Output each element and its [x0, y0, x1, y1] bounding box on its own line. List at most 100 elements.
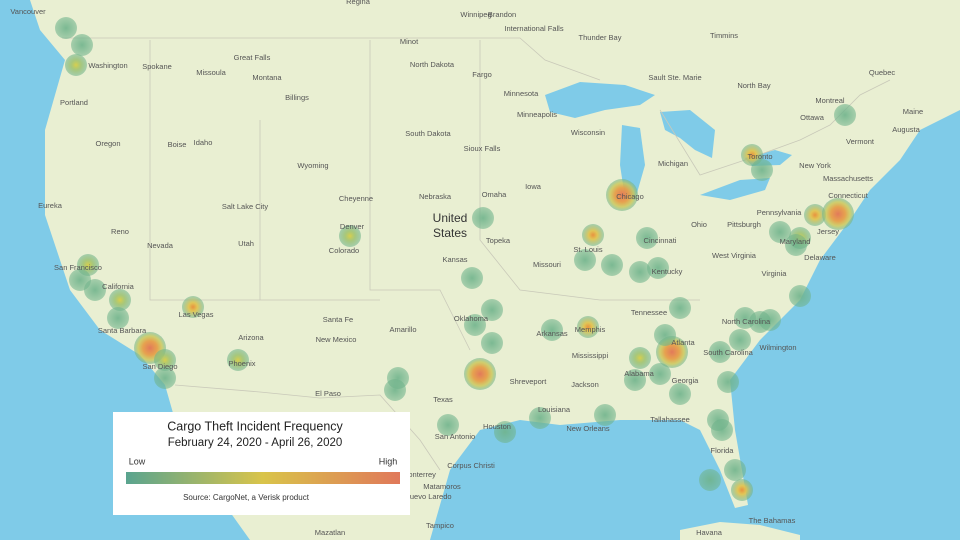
place-label: Brandon: [488, 10, 516, 19]
place-label: Nuevo Laredo: [404, 492, 451, 501]
hotspot: [154, 367, 176, 389]
hotspot: [541, 319, 563, 341]
place-label: Maryland: [780, 237, 811, 246]
place-label: South Carolina: [703, 348, 753, 357]
hotspot: [182, 296, 204, 318]
place-label: International Falls: [504, 24, 563, 33]
hotspot: [717, 371, 739, 393]
hotspot: [594, 404, 616, 426]
place-label: Missouri: [533, 260, 561, 269]
legend-scale: [126, 472, 400, 484]
hotspot: [582, 224, 604, 246]
place-label: Augusta: [892, 125, 920, 134]
place-label: Pittsburgh: [727, 220, 761, 229]
hotspot: [629, 347, 651, 369]
country-label: United: [433, 211, 468, 225]
hotspot: [574, 249, 596, 271]
place-label: Sault Ste. Marie: [648, 73, 701, 82]
place-label: Salt Lake City: [222, 202, 269, 211]
place-label: South Dakota: [405, 129, 451, 138]
legend-source: Source: CargoNet, a Verisk product: [183, 493, 310, 502]
place-label: Matamoros: [423, 482, 461, 491]
place-label: Kentucky: [652, 267, 683, 276]
place-label: Iowa: [525, 182, 542, 191]
hotspot: [606, 179, 638, 211]
place-label: Phoenix: [228, 359, 255, 368]
legend-subtitle: February 24, 2020 - April 26, 2020: [168, 437, 343, 449]
hotspot: [647, 257, 669, 279]
hotspot: [481, 299, 503, 321]
place-label: Tennessee: [631, 308, 667, 317]
place-label: Virginia: [762, 269, 788, 278]
hotspot: [577, 316, 599, 338]
place-label: Spokane: [142, 62, 172, 71]
place-label: Cheyenne: [339, 194, 373, 203]
place-label: Chicago: [616, 192, 644, 201]
hotspot: [822, 198, 854, 230]
hotspot: [472, 207, 494, 229]
hotspot: [109, 289, 131, 311]
place-label: Connecticut: [828, 191, 869, 200]
legend-title: Cargo Theft Incident Frequency: [167, 419, 343, 433]
place-label: Wilmington: [759, 343, 796, 352]
place-label: Maine: [903, 107, 923, 116]
place-label: Oregon: [95, 139, 120, 148]
hotspot: [769, 221, 791, 243]
hotspot: [729, 329, 751, 351]
hotspot: [834, 104, 856, 126]
place-label: Omaha: [482, 190, 507, 199]
heat-layer: [55, 17, 856, 501]
hotspot: [464, 358, 496, 390]
cuba: [680, 522, 800, 540]
place-label: Vancouver: [10, 7, 46, 16]
place-label: Texas: [433, 395, 453, 404]
place-label: Alabama: [624, 369, 654, 378]
place-label: Mazatlan: [315, 528, 345, 537]
place-label: North Dakota: [410, 60, 455, 69]
place-label: Ottawa: [800, 113, 825, 122]
place-label: Minnesota: [504, 89, 539, 98]
place-label: Timmins: [710, 31, 738, 40]
place-label: Oklahoma: [454, 314, 489, 323]
hotspot: [481, 332, 503, 354]
place-label: Great Falls: [234, 53, 271, 62]
hotspot: [699, 469, 721, 491]
place-label: Vermont: [846, 137, 875, 146]
place-label: Santa Fe: [323, 315, 353, 324]
place-label: Wisconsin: [571, 128, 605, 137]
legend-high: High: [379, 456, 398, 466]
place-label: Havana: [696, 528, 723, 537]
place-label: Shreveport: [510, 377, 548, 386]
hotspot: [724, 459, 746, 481]
place-label: Missoula: [196, 68, 226, 77]
country-label: States: [433, 226, 467, 240]
place-label: Jersey: [817, 227, 839, 236]
borders: [62, 37, 891, 471]
hotspot: [804, 204, 826, 226]
place-label: El Paso: [315, 389, 341, 398]
place-label: Amarillo: [389, 325, 416, 334]
place-label: Massachusetts: [823, 174, 873, 183]
hotspot: [71, 34, 93, 56]
place-label: Minneapolis: [517, 110, 557, 119]
place-label: Louisiana: [538, 405, 571, 414]
place-label: Arkansas: [536, 329, 568, 338]
hotspot: [154, 349, 176, 371]
place-label: Arizona: [238, 333, 264, 342]
place-label: Nebraska: [419, 192, 452, 201]
hotspot: [529, 407, 551, 429]
hotspot: [461, 267, 483, 289]
land: [30, 0, 960, 540]
hotspot: [654, 324, 676, 346]
place-label: North Carolina: [722, 317, 771, 326]
place-label: Michigan: [658, 159, 688, 168]
place-label: Nevada: [147, 241, 174, 250]
place-label: North Bay: [737, 81, 771, 90]
hotspot: [437, 414, 459, 436]
place-label: San Francisco: [54, 263, 102, 272]
place-label: San Antonio: [435, 432, 475, 441]
place-label: Billings: [285, 93, 309, 102]
place-label: Kansas: [442, 255, 467, 264]
